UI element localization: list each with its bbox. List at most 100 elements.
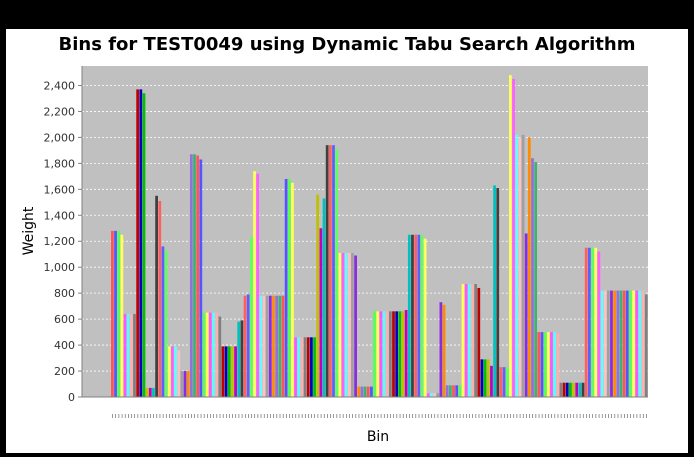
- bar: [420, 234, 424, 397]
- bar: [123, 313, 127, 397]
- bar: [325, 145, 329, 397]
- bar: [300, 337, 304, 397]
- bar: [591, 247, 594, 397]
- bar: [486, 359, 490, 397]
- bar: [379, 311, 383, 397]
- bar: [426, 393, 430, 397]
- bar: [373, 311, 376, 397]
- bar: [442, 304, 446, 397]
- bar: [543, 332, 547, 397]
- bar: [407, 234, 411, 397]
- bar: [569, 382, 572, 397]
- bar: [193, 154, 196, 397]
- bar: [597, 251, 601, 397]
- bar: [341, 252, 345, 397]
- bar: [439, 302, 443, 397]
- bar: [578, 382, 582, 397]
- bar: [199, 159, 203, 397]
- bar: [483, 359, 487, 397]
- y-tick-label: 1,200: [44, 235, 76, 248]
- bar: [111, 230, 114, 397]
- bar: [395, 311, 399, 397]
- bar: [496, 188, 500, 397]
- bar: [313, 337, 316, 397]
- bar: [540, 332, 544, 397]
- bar: [306, 337, 310, 397]
- bar: [572, 382, 575, 397]
- y-tick-label: 2,200: [44, 105, 76, 118]
- bar: [177, 350, 181, 397]
- y-axis-label: Weight: [21, 206, 37, 255]
- bar: [246, 294, 250, 397]
- bar: [297, 337, 301, 397]
- bar: [183, 371, 187, 397]
- bar: [335, 149, 339, 397]
- bar: [328, 145, 332, 397]
- bar: [363, 386, 367, 397]
- y-tick-label: 2,000: [44, 131, 76, 144]
- bar: [196, 155, 200, 397]
- bar: [550, 332, 553, 397]
- y-axis-ticks: 0 200 400 600 800 1,000 1,200 1,400 1,600 1,800 2,…: [44, 79, 82, 404]
- bar: [231, 346, 234, 397]
- bar: [114, 230, 117, 397]
- bar: [603, 290, 607, 397]
- bar: [562, 382, 566, 397]
- bar: [275, 295, 279, 397]
- bar: [294, 337, 297, 397]
- bar: [354, 255, 357, 397]
- bar: [357, 386, 361, 397]
- bar: [537, 332, 541, 397]
- bar: [171, 346, 174, 397]
- bar: [629, 290, 632, 397]
- bar: [527, 137, 531, 397]
- bar: [240, 320, 244, 397]
- bar: [167, 346, 171, 397]
- bar: [253, 171, 256, 397]
- bar: [625, 290, 629, 397]
- bar: [613, 290, 617, 397]
- bar: [366, 386, 370, 397]
- bar: [546, 332, 550, 397]
- bar: [392, 311, 395, 397]
- bar: [433, 393, 436, 397]
- bar: [524, 233, 528, 397]
- bar: [234, 346, 237, 397]
- y-tick-label: 2,400: [44, 79, 76, 92]
- bar: [287, 178, 291, 397]
- bar: [452, 385, 455, 397]
- y-tick-label: 1,000: [44, 261, 76, 274]
- bar: [385, 311, 389, 397]
- bar: [616, 290, 620, 397]
- bar: [622, 290, 626, 397]
- bar: [319, 228, 323, 397]
- bar: [303, 337, 307, 397]
- bar: [635, 290, 639, 397]
- bar: [458, 385, 462, 397]
- bar: [272, 295, 275, 397]
- bar: [338, 252, 342, 397]
- bar: [584, 247, 588, 397]
- bar: [581, 382, 585, 397]
- bar: [515, 134, 519, 398]
- bar: [129, 313, 133, 397]
- bar: [148, 387, 152, 397]
- y-tick-label: 0: [68, 391, 75, 404]
- bar: [268, 295, 272, 397]
- x-axis-label: Bin: [367, 429, 389, 445]
- bar: [237, 321, 241, 397]
- bar: [411, 234, 414, 397]
- bar: [531, 158, 534, 397]
- y-tick-label: 1,600: [44, 183, 76, 196]
- bar: [565, 382, 569, 397]
- bar: [518, 137, 522, 397]
- bar: [180, 371, 184, 397]
- y-tick-label: 600: [54, 313, 75, 326]
- bar: [471, 284, 474, 397]
- bar: [259, 295, 263, 397]
- bar: [376, 311, 380, 397]
- bar: [382, 311, 386, 397]
- bar: [414, 234, 418, 397]
- bar: [553, 332, 556, 397]
